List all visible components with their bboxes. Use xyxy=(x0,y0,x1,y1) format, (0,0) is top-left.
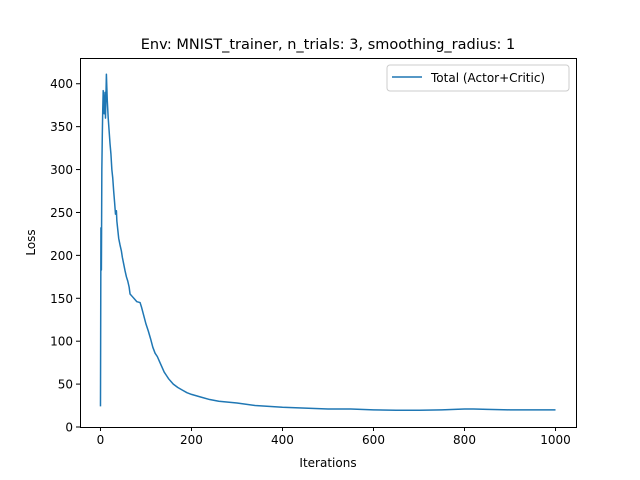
y-tick-label: 100 xyxy=(50,335,73,349)
y-tick-label: 150 xyxy=(50,292,73,306)
y-tick-label: 50 xyxy=(58,378,73,392)
series-line xyxy=(99,73,556,412)
y-axis-label: Loss xyxy=(24,229,38,255)
x-axis-ticks: 0 200 400 600 800 1000 xyxy=(97,427,571,447)
x-axis-label: Iterations xyxy=(299,456,356,470)
data-layer xyxy=(99,73,556,412)
legend: Total (Actor+Critic) xyxy=(386,64,570,92)
x-tick-label: 0 xyxy=(97,433,105,447)
y-axis-ticks: 0 50 100 150 200 250 300 350 400 xyxy=(50,77,81,435)
x-tick-label: 1000 xyxy=(540,433,571,447)
plot-area xyxy=(80,58,576,427)
y-tick-label: 250 xyxy=(50,206,73,220)
y-tick-label: 400 xyxy=(50,77,73,91)
x-tick-label: 600 xyxy=(362,433,385,447)
y-tick-label: 0 xyxy=(65,421,73,435)
chart-title: Env: MNIST_trainer, n_trials: 3, smoothi… xyxy=(141,37,515,53)
y-tick-label: 350 xyxy=(50,120,73,134)
axes-frame xyxy=(80,58,577,428)
x-tick-label: 400 xyxy=(271,433,294,447)
y-tick-label: 300 xyxy=(50,163,73,177)
legend-box xyxy=(386,64,570,92)
x-tick-label: 800 xyxy=(453,433,476,447)
y-tick-label: 200 xyxy=(50,249,73,263)
legend-label: Total (Actor+Critic) xyxy=(430,71,545,85)
x-tick-label: 200 xyxy=(180,433,203,447)
